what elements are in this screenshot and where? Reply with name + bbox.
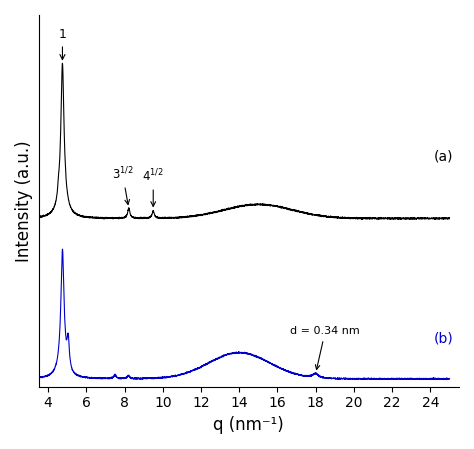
Text: $4^{1/2}$: $4^{1/2}$: [142, 168, 164, 207]
Text: 1: 1: [58, 28, 66, 60]
Text: d = 0.34 nm: d = 0.34 nm: [291, 326, 360, 370]
Text: (b): (b): [434, 331, 454, 345]
Text: (a): (a): [434, 149, 454, 163]
Text: $3^{1/2}$: $3^{1/2}$: [112, 166, 134, 204]
X-axis label: q (nm⁻¹): q (nm⁻¹): [213, 416, 284, 434]
Y-axis label: Intensity (a.u.): Intensity (a.u.): [15, 140, 33, 262]
